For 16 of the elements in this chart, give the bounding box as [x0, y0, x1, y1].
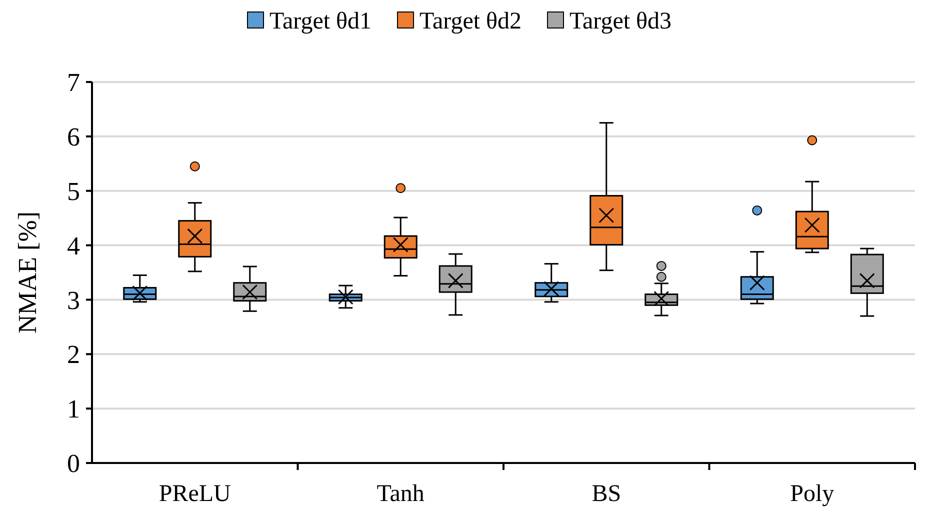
y-tick-label: 4	[67, 231, 80, 260]
y-tick-label: 0	[67, 449, 80, 478]
legend-label: Target θd3	[570, 8, 672, 34]
x-tick-label: BS	[592, 481, 622, 507]
x-tick-label: Tanh	[376, 481, 424, 507]
y-tick-label: 3	[67, 286, 80, 315]
y-tick-label: 2	[67, 340, 80, 370]
x-tick-label: Poly	[790, 481, 834, 507]
x-tick-label: PReLU	[158, 481, 231, 507]
legend-label: Target θd1	[270, 8, 372, 34]
y-tick-label: 1	[67, 394, 80, 424]
y-tick-label: 5	[67, 176, 80, 206]
y-tick-label: 7	[67, 68, 80, 98]
y-tick-label: 6	[67, 122, 80, 152]
legend-label: Target θd2	[420, 8, 522, 34]
y-axis-title: NMAE [%]	[13, 211, 42, 334]
